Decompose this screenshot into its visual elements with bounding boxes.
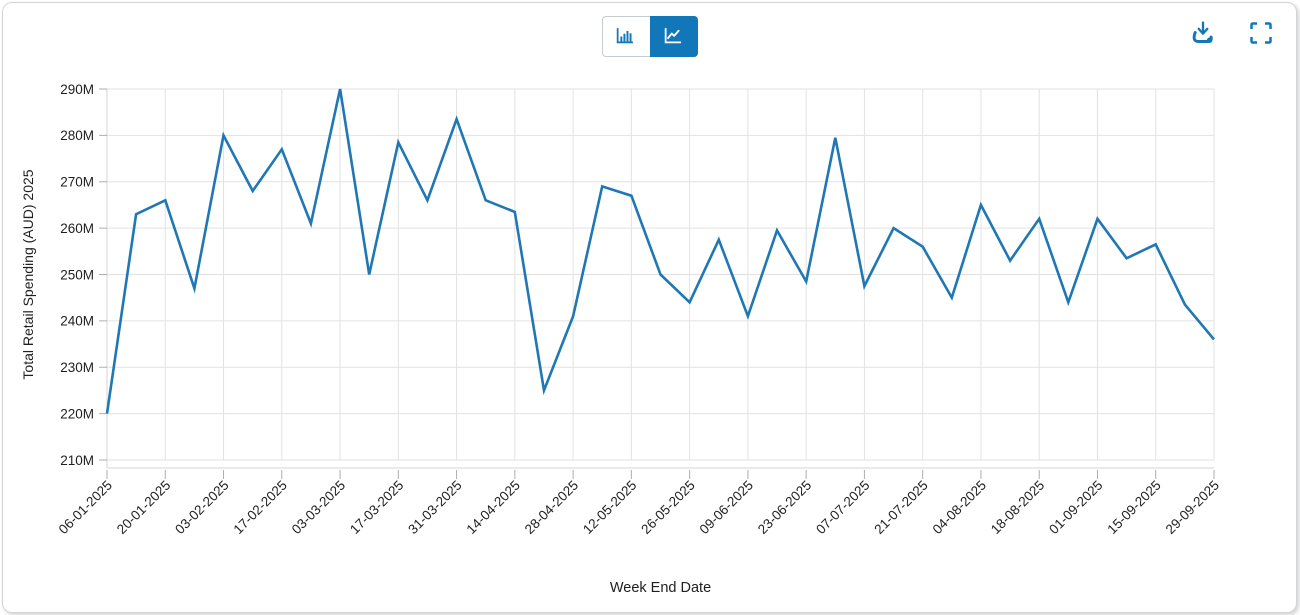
spending-line[interactable] — [105, 88, 1215, 414]
y-tick-label: 250M — [60, 267, 94, 282]
chart-type-toggle — [601, 16, 698, 57]
x-tick-label: 14-04-2025 — [464, 478, 523, 537]
bar-chart-button[interactable] — [601, 16, 650, 57]
axes — [106, 89, 1214, 469]
axis-ticks — [99, 88, 1215, 479]
y-tick-label: 290M — [60, 82, 94, 97]
x-tick-label: 03-03-2025 — [289, 478, 348, 537]
axis-labels: 210M 220M 230M 240M 250M 260M 270M 280M 290M 06-0… — [20, 82, 1222, 596]
y-tick-label: 230M — [60, 360, 94, 375]
x-tick-label: 21-07-2025 — [871, 478, 930, 537]
fullscreen-button[interactable] — [1246, 18, 1276, 48]
x-tick-label: 09-06-2025 — [697, 478, 756, 537]
x-tick-label: 26-05-2025 — [638, 478, 697, 537]
x-tick-label: 12-05-2025 — [580, 478, 639, 537]
x-tick-label: 01-09-2025 — [1046, 478, 1105, 537]
x-tick-label: 07-07-2025 — [813, 478, 872, 537]
x-tick-label: 15-09-2025 — [1104, 478, 1163, 537]
download-button[interactable] — [1188, 18, 1218, 48]
toolbar-actions — [1188, 18, 1276, 48]
y-tick-label: 280M — [60, 128, 94, 143]
x-tick-label: 17-02-2025 — [230, 478, 289, 537]
y-tick-label: 260M — [60, 221, 94, 236]
x-tick-label: 31-03-2025 — [405, 478, 464, 537]
y-tick-label: 240M — [60, 314, 94, 329]
y-tick-label: 270M — [60, 175, 94, 190]
x-tick-label: 04-08-2025 — [930, 478, 989, 537]
line-chart-icon — [664, 27, 681, 43]
bar-chart-icon — [616, 27, 633, 43]
x-tick-label: 17-03-2025 — [347, 478, 406, 537]
y-tick-label: 220M — [60, 406, 94, 421]
fullscreen-icon — [1250, 22, 1272, 44]
download-icon — [1192, 21, 1213, 43]
x-tick-label: 18-08-2025 — [988, 478, 1047, 537]
x-tick-label: 20-01-2025 — [114, 478, 173, 537]
x-tick-label: 29-09-2025 — [1163, 478, 1222, 537]
line-chart-button[interactable] — [649, 16, 698, 57]
y-tick-label: 210M — [60, 453, 94, 468]
y-axis-title: Total Retail Spending (AUD) 2025 — [20, 169, 36, 379]
retail-spending-line-chart[interactable]: 210M 220M 230M 240M 250M 260M 270M 280M 290M 06-0… — [3, 3, 1299, 614]
x-tick-label: 28-04-2025 — [522, 478, 581, 537]
x-axis-title: Week End Date — [610, 580, 711, 596]
x-tick-label: 06-01-2025 — [56, 478, 115, 537]
x-tick-label: 03-02-2025 — [172, 478, 231, 537]
x-tick-label: 23-06-2025 — [755, 478, 814, 537]
